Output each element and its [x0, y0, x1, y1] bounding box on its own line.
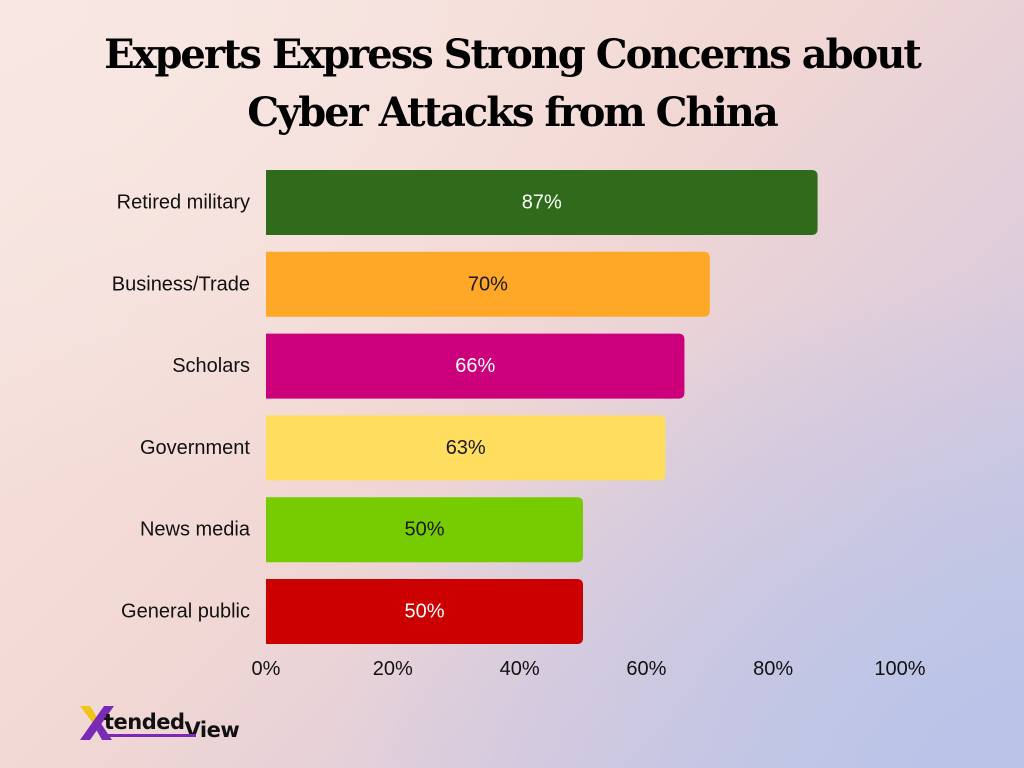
x-tick-label: 40%	[500, 658, 540, 680]
bar-retired-military	[266, 170, 818, 235]
data-label: 63%	[446, 437, 486, 459]
bar-news-media	[266, 497, 583, 563]
bar-government	[266, 415, 666, 481]
category-label: Scholars	[172, 355, 250, 377]
data-label: 50%	[404, 601, 444, 623]
category-label: Government	[140, 437, 250, 459]
logo-word-tended: tended	[104, 710, 185, 734]
brand-logo: X tendedView	[78, 700, 268, 746]
x-tick-label: 20%	[373, 658, 413, 680]
category-label: News media	[140, 519, 251, 541]
logo-underline	[108, 734, 196, 737]
bar-scholars	[266, 333, 685, 399]
x-tick-label: 80%	[753, 658, 793, 680]
category-label: Business/Trade	[112, 273, 250, 295]
x-tick-label: 100%	[874, 658, 925, 680]
bar-business-trade	[266, 251, 710, 317]
svg-text:X: X	[78, 700, 79, 701]
logo-x-icon: X	[78, 700, 114, 740]
category-label: General public	[121, 601, 250, 623]
chart-title: Experts Express Strong Concerns about Cy…	[104, 31, 922, 136]
logo-wordmark: tendedView	[104, 710, 240, 742]
bar-general-public	[266, 579, 583, 644]
data-label: 70%	[468, 273, 508, 295]
data-label: 50%	[404, 519, 444, 541]
data-label: 66%	[455, 355, 495, 377]
category-label: Retired military	[117, 192, 250, 214]
x-tick-label: 0%	[252, 658, 281, 680]
logo-word-view: View	[184, 718, 240, 742]
x-tick-label: 60%	[626, 658, 666, 680]
data-label: 87%	[522, 192, 562, 214]
